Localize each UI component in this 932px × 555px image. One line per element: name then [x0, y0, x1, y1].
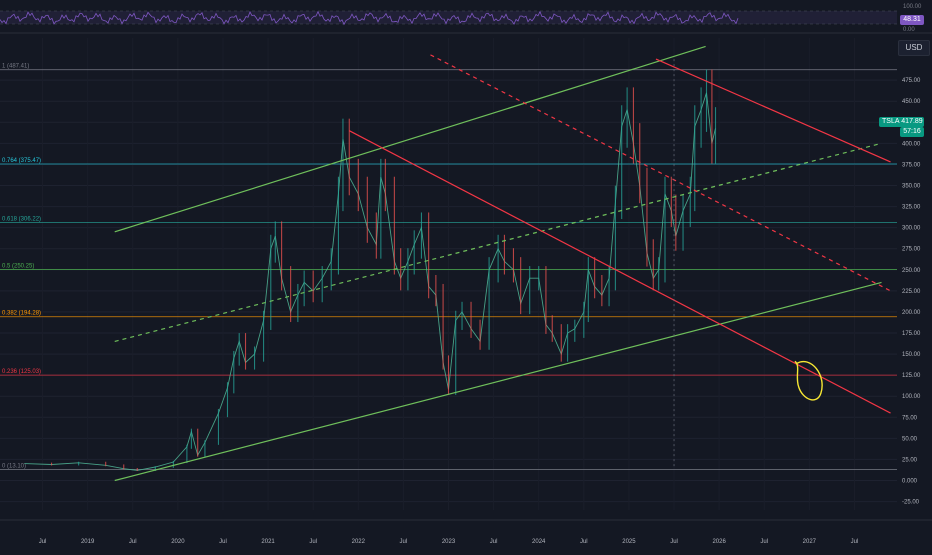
- fib-level-label: 1 (487.41): [2, 64, 29, 70]
- trendline-drawings: [114, 45, 891, 482]
- fib-level-label: 0.5 (250.25): [2, 264, 34, 270]
- time-axis-tick: Jul: [851, 539, 859, 545]
- axes: 475.00450.00425.00400.00375.00350.00325.…: [0, 38, 932, 545]
- downtrend-dashed-line: [430, 54, 891, 292]
- price-axis-tick: -25.00: [902, 500, 920, 506]
- price-axis-tick: 375.00: [902, 162, 921, 168]
- rsi-value-badge: 48.31: [900, 15, 924, 25]
- fib-level-label: 0.382 (194.28): [2, 311, 41, 317]
- time-axis-tick: Jul: [760, 539, 768, 545]
- time-axis-tick: 2023: [442, 539, 456, 545]
- rsi-scale-label: 100.00: [903, 4, 922, 10]
- currency-button[interactable]: USD: [898, 40, 930, 56]
- fib-level-label: 0.764 (375.47): [2, 158, 41, 164]
- time-axis-tick: Jul: [39, 539, 47, 545]
- channel-mid-line: [114, 142, 882, 343]
- time-axis-tick: 2024: [532, 539, 546, 545]
- time-axis-tick: 2019: [81, 539, 95, 545]
- time-axis-tick: 2025: [622, 539, 636, 545]
- fib-level-label: 0.236 (125.03): [2, 369, 41, 375]
- price-axis-tick: 350.00: [902, 184, 921, 190]
- price-axis-tick: 225.00: [902, 289, 921, 295]
- highlight-circle: [794, 360, 823, 401]
- price-axis-tick: 325.00: [902, 205, 921, 211]
- time-axis-tick: Jul: [670, 539, 678, 545]
- price-axis-tick: 200.00: [902, 310, 921, 316]
- rsi-pane-bg: [0, 0, 897, 32]
- time-axis-tick: 2020: [171, 539, 185, 545]
- time-axis-tick: Jul: [490, 539, 498, 545]
- time-axis-tick: Jul: [219, 539, 227, 545]
- price-axis-tick: 125.00: [902, 373, 921, 379]
- price-axis-tick: 150.00: [902, 352, 921, 358]
- price-line: [24, 92, 716, 471]
- bar-countdown-badge: 57:16: [900, 127, 924, 137]
- time-axis-tick: Jul: [400, 539, 408, 545]
- ticker-badge: TSLA: [879, 117, 903, 127]
- price-axis-bg: [897, 38, 932, 510]
- rsi-band: [0, 11, 897, 24]
- price-axis-tick: 75.00: [902, 415, 918, 421]
- downtrend-line: [348, 130, 891, 414]
- price-axis-tick: 0.000: [902, 479, 918, 485]
- price-axis-tick: 475.00: [902, 78, 921, 84]
- channel-lower-line: [114, 281, 882, 482]
- downtrend-upper-line: [655, 58, 891, 163]
- time-axis-tick: 2021: [261, 539, 275, 545]
- price-axis-tick: 300.00: [902, 226, 921, 232]
- channel-upper-line: [114, 45, 706, 233]
- price-axis-tick: 50.00: [902, 436, 918, 442]
- price-series: [24, 69, 717, 471]
- time-axis-tick: Jul: [129, 539, 137, 545]
- time-axis-tick: Jul: [309, 539, 317, 545]
- time-axis-tick: 2022: [352, 539, 366, 545]
- price-axis-tick: 175.00: [902, 331, 921, 337]
- time-axis-tick: Jul: [580, 539, 588, 545]
- grid-layer: [0, 38, 897, 510]
- price-axis-tick: 250.00: [902, 268, 921, 274]
- price-axis-tick: 275.00: [902, 247, 921, 253]
- price-axis-tick: 25.00: [902, 457, 918, 463]
- time-axis-tick: 2026: [712, 539, 726, 545]
- last-price-badge: 417.89: [900, 117, 924, 127]
- rsi-pane: 100.00 0.00: [0, 0, 932, 34]
- rsi-scale-label: 0.00: [903, 27, 915, 33]
- price-axis-tick: 450.00: [902, 99, 921, 105]
- price-axis-tick: 400.00: [902, 141, 921, 147]
- price-axis-tick: 100.00: [902, 394, 921, 400]
- time-axis-tick: 2027: [803, 539, 817, 545]
- rsi-line: [0, 10, 739, 26]
- fib-level-label: 0 (13.10): [2, 463, 26, 469]
- fib-level-label: 0.618 (306.22): [2, 216, 41, 222]
